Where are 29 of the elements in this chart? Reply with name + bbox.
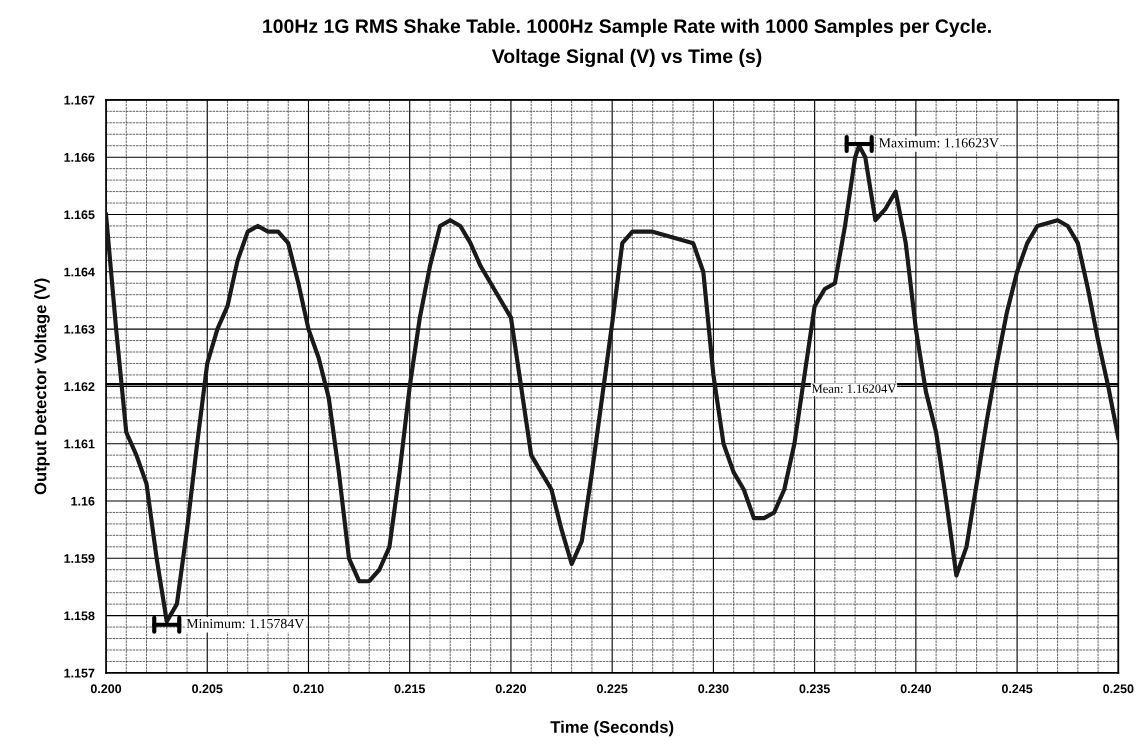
y-tick-label: 1.159 xyxy=(64,554,95,563)
x-axis-title: Time (Seconds) xyxy=(550,720,674,737)
x-tick-label: 0.230 xyxy=(698,684,729,694)
y-tick-label: 1.165 xyxy=(64,210,95,220)
x-tick-label: 0.220 xyxy=(495,684,527,694)
y-tick-label: 1.164 xyxy=(64,267,95,277)
y-tick-label: 1.163 xyxy=(64,324,95,334)
y-tick-label: 1.16 xyxy=(71,496,95,506)
ref-line-label: Mean: 1.16204V xyxy=(811,384,897,393)
x-tick-label: 0.250 xyxy=(1103,684,1134,694)
y-axis-title: Output Detector Voltage (V) xyxy=(34,278,50,495)
x-tick-label: 0.205 xyxy=(192,684,223,694)
x-tick-label: 0.245 xyxy=(1001,684,1033,694)
x-tick-label: 0.235 xyxy=(799,684,830,694)
annotation: Minimum: 1.15784V xyxy=(186,618,305,629)
annotation: Maximum: 1.16623V xyxy=(879,138,999,148)
y-tick-label: 1.162 xyxy=(64,382,95,392)
x-tick-label: 0.200 xyxy=(90,684,122,694)
y-tick-label: 1.158 xyxy=(64,611,95,621)
x-tick-label: 0.215 xyxy=(394,684,426,694)
y-tick-label: 1.167 xyxy=(64,95,95,105)
x-tick-label: 0.240 xyxy=(900,684,932,694)
y-tick-label: 1.166 xyxy=(64,152,95,162)
chart-title: 100Hz 1G RMS Shake Table. 1000Hz Sample Rate with 1000 Samples per Cycle. xyxy=(263,18,991,37)
y-tick-label: 1.161 xyxy=(64,439,95,449)
y-tick-label: 1.157 xyxy=(64,668,95,678)
x-tick-label: 0.210 xyxy=(293,684,324,694)
x-tick-label: 0.225 xyxy=(597,684,628,694)
chart-subtitle: Voltage Signal (V) vs Time (s) xyxy=(491,48,762,68)
